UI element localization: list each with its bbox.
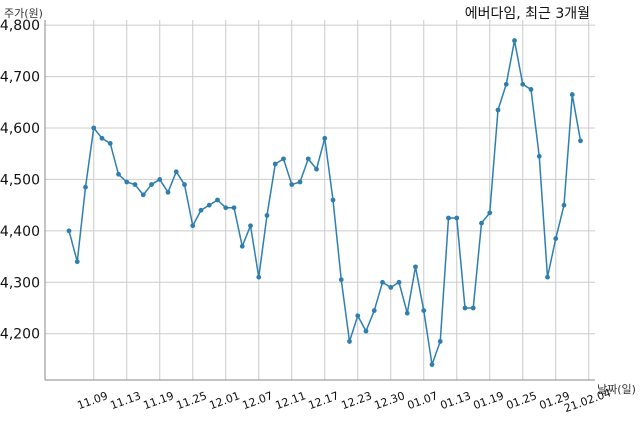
data-point — [198, 207, 204, 213]
data-point — [223, 205, 229, 211]
x-tick-label: 12.30 — [373, 389, 407, 412]
data-point — [264, 213, 270, 218]
x-tick-label: 12.01 — [208, 389, 242, 412]
data-point — [272, 161, 278, 167]
data-point — [91, 125, 97, 131]
data-point — [413, 264, 418, 270]
y-tick-label: 4,700 — [0, 70, 40, 86]
data-point — [322, 135, 328, 141]
data-point — [256, 274, 262, 280]
x-axis-label: 날짜(일) — [597, 382, 636, 396]
data-point — [248, 223, 253, 229]
y-tick-label: 4,500 — [0, 172, 40, 188]
data-point — [231, 205, 237, 211]
data-point — [281, 156, 286, 162]
price-series — [66, 38, 583, 367]
data-point — [479, 220, 484, 226]
axes — [44, 20, 595, 381]
data-point — [561, 202, 567, 208]
data-point — [182, 182, 187, 187]
x-tick-label: 12.23 — [340, 389, 374, 412]
chart-title: 에버다임, 최근 3개월 — [465, 6, 590, 22]
x-tick-label: 01.25 — [505, 389, 539, 412]
data-point — [512, 38, 517, 43]
data-point — [314, 166, 319, 172]
data-point — [338, 277, 344, 283]
y-tick-label: 4,600 — [0, 121, 40, 137]
x-tick-label: 01.13 — [439, 389, 473, 412]
x-tick-label: 12.17 — [307, 389, 341, 412]
data-point — [66, 228, 72, 234]
data-point — [74, 259, 80, 265]
data-point — [545, 274, 550, 280]
data-point — [421, 308, 427, 313]
data-point — [297, 179, 303, 185]
data-point — [165, 189, 171, 195]
data-point — [305, 156, 311, 162]
data-point — [536, 153, 542, 159]
data-point — [503, 81, 509, 87]
data-point — [190, 223, 196, 229]
data-point — [107, 141, 113, 146]
x-tick-label: 12.07 — [241, 389, 275, 412]
x-tick-label: 11.19 — [142, 389, 176, 412]
y-tick-label: 4,800 — [0, 18, 40, 34]
data-point — [446, 215, 451, 221]
y-tick-label: 4,400 — [0, 224, 40, 240]
data-point — [355, 313, 361, 319]
y-tick-label: 4,200 — [0, 327, 40, 343]
y-tick-label: 4,300 — [0, 275, 40, 291]
x-tick-labels: 11.0911.1311.1911.2512.0112.0712.1112.17… — [76, 386, 613, 415]
data-point — [173, 169, 179, 175]
data-point — [347, 339, 352, 344]
data-point — [495, 107, 501, 113]
data-point — [569, 92, 575, 97]
data-point — [83, 184, 88, 190]
x-tick-label: 12.11 — [274, 389, 308, 412]
data-point — [206, 202, 212, 208]
data-point — [528, 87, 534, 92]
data-point — [437, 339, 443, 344]
data-point — [396, 279, 402, 285]
data-point — [520, 81, 526, 87]
data-point — [553, 236, 559, 241]
y-axis-label: 주가(원) — [4, 7, 43, 20]
data-point — [371, 308, 377, 313]
data-point — [132, 182, 138, 187]
data-point — [149, 182, 154, 187]
data-point — [157, 177, 163, 182]
data-point — [140, 192, 146, 198]
data-point — [363, 328, 369, 334]
data-point — [330, 197, 336, 203]
data-point — [429, 362, 435, 367]
data-point — [99, 135, 105, 141]
data-point — [487, 210, 493, 216]
data-point — [578, 138, 583, 144]
data-point — [124, 179, 130, 185]
x-tick-label: 11.25 — [175, 389, 209, 412]
data-point — [462, 305, 468, 311]
x-tick-label: 01.19 — [472, 389, 506, 412]
data-point — [454, 215, 460, 221]
data-point — [388, 285, 394, 290]
data-point — [470, 305, 476, 311]
data-point — [116, 171, 121, 177]
x-tick-label: 11.13 — [109, 389, 143, 412]
data-point — [239, 243, 245, 249]
data-point — [215, 197, 220, 203]
y-tick-labels: 4,200 4,300 4,400 4,500 4,600 4,700 4,800 — [0, 18, 40, 343]
data-point — [289, 182, 295, 187]
data-point — [404, 310, 410, 316]
grid-lines — [45, 20, 595, 380]
x-tick-label: 01.07 — [406, 389, 440, 412]
x-tick-label: 11.09 — [76, 389, 110, 412]
data-point — [380, 279, 385, 285]
